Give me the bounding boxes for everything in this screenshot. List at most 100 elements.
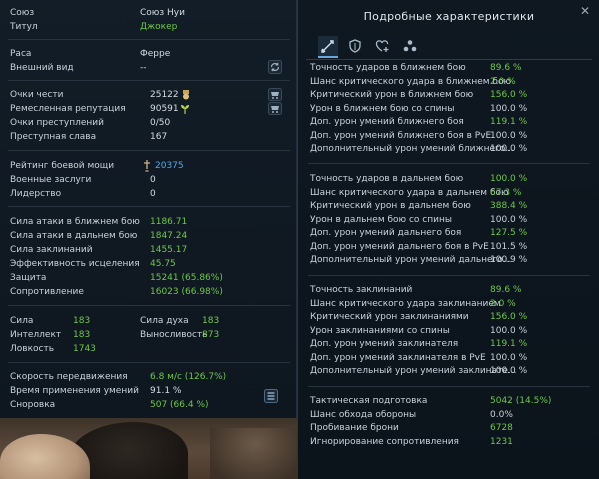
stat-value: 101.5 % <box>490 241 528 252</box>
honor-shop-icon[interactable] <box>268 88 282 101</box>
title-label: Титул <box>10 22 38 32</box>
infamy-value: 167 <box>150 132 168 142</box>
crime-label: Очки преступлений <box>10 118 104 128</box>
stat-row: Урон в дальнем бою со спины 100.0 % <box>310 214 590 228</box>
union-row: Союз Союз Нуи <box>10 7 185 19</box>
stat-label: Шанс обхода обороны <box>310 409 417 420</box>
race-label: Раса <box>10 49 32 59</box>
stat-row: Пробивание брони 6728 <box>310 422 590 436</box>
details-list-icon[interactable] <box>264 389 278 403</box>
attr-row: Ловкость 1743 <box>10 343 96 355</box>
union-value: Союз Нуи <box>140 8 185 18</box>
stat-row: Критический урон заклинаниями 156.0 % <box>310 311 590 325</box>
stat-value: 100.0 % <box>490 325 528 336</box>
stat-value: 1847.24 <box>150 231 188 241</box>
stat-row: Дополнительный урон умений дальнего... 10… <box>310 254 590 268</box>
merits-value: 0 <box>150 175 156 185</box>
title-row: Титул Джокер <box>10 21 177 33</box>
game-world-background <box>0 418 297 479</box>
appearance-row: Внешний вид -- <box>10 62 147 74</box>
stat-value: 89.6 % <box>490 285 522 295</box>
ranged-stats-group: Точность ударов в дальнем бою 100.0 % Шан… <box>310 173 590 268</box>
stat-row: Доп. урон умений ближнего боя в PvE 100.0… <box>310 130 590 144</box>
stat-label: Игнорирование сопротивления <box>310 436 459 447</box>
tab-underline <box>306 59 592 60</box>
tab-defense[interactable] <box>345 36 365 56</box>
stat-label: Дополнительный урон умений дальнего... <box>310 255 512 265</box>
stat-row: Шанс обхода обороны 0.0% <box>310 409 590 423</box>
craft-sprout-icon <box>180 104 190 114</box>
stat-label: Защита <box>10 273 47 283</box>
divider <box>8 80 290 81</box>
leadership-value: 0 <box>150 189 156 199</box>
stat-value: 5042 (14.5%) <box>490 396 552 406</box>
honor-value: 25122 <box>150 90 179 100</box>
stat-row: Точность ударов в ближнем бою 89.6 % <box>310 62 590 76</box>
stat-label: Тактическая подготовка <box>310 396 428 406</box>
stat-row: Время применения умений 91.1 % <box>10 385 181 397</box>
stat-value: 91.1 % <box>150 386 182 396</box>
stat-label: Доп. урон умений ближнего боя в PvE <box>310 130 492 141</box>
stat-value: 1186.71 <box>150 217 188 227</box>
close-button[interactable]: ✕ <box>579 4 591 18</box>
merits-label: Военные заслуги <box>10 175 92 185</box>
stat-value: 127.5 % <box>490 228 528 238</box>
stat-label: Шанс критического удара заклинанием <box>310 298 501 309</box>
craft-label: Ремесленная репутация <box>10 104 126 114</box>
crime-value: 0/50 <box>150 118 171 128</box>
stat-row: Критический урон в ближнем бою 156.0 % <box>310 89 590 103</box>
stat-label: Урон заклинаниями со спины <box>310 325 450 336</box>
attr-row: Интеллект 183 Выносливость 873 <box>10 329 290 341</box>
stat-row: Урон в ближнем бою со спины 100.0 % <box>310 103 590 117</box>
stat-value: 100.0 % <box>490 352 528 363</box>
divider <box>308 386 590 387</box>
stat-row: Дополнительный урон умений заклинате... 1… <box>310 365 590 379</box>
three-orbs-icon <box>403 40 417 52</box>
stat-row: Доп. урон умений дальнего боя 127.5 % <box>310 227 590 241</box>
stat-label: Критический урон заклинаниями <box>310 312 469 322</box>
power-value: 20375 <box>155 161 184 171</box>
stat-label: Время применения умений <box>10 386 139 396</box>
stat-row: Скорость передвижения 6.8 м/с (126.7%) <box>10 371 226 383</box>
refresh-appearance-icon[interactable] <box>268 60 282 74</box>
tab-healing[interactable] <box>372 36 392 56</box>
stat-label: Урон в ближнем бою со спины <box>310 103 455 114</box>
stat-label: Урон в дальнем бою со спины <box>310 214 452 225</box>
stat-label: Дополнительный урон умений заклинате... <box>310 366 517 376</box>
stat-label: Пробивание брони <box>310 423 399 433</box>
leadership-row: Лидерство 0 <box>10 188 156 200</box>
infamy-row: Преступная слава 167 <box>10 131 167 143</box>
stat-value: 100.9 % <box>490 255 528 265</box>
title-value[interactable]: Джокер <box>140 22 178 32</box>
stat-row: Игнорирование сопротивления 1231 <box>310 436 590 450</box>
stat-label: Доп. урон умений заклинателя в PvE <box>310 352 486 363</box>
stat-label: Сопротивление <box>10 287 84 297</box>
stat-row: Критический урон в дальнем бою 388.4 % <box>310 200 590 214</box>
stat-value: 100.0 % <box>490 366 528 376</box>
stat-row: Тактическая подготовка 5042 (14.5%) <box>310 395 590 409</box>
power-sword-icon <box>142 160 152 172</box>
stat-row: Сила заклинаний 1455.17 <box>10 244 187 256</box>
stat-label: Доп. урон умений заклинателя <box>310 339 459 349</box>
stat-row: Сила атаки в ближнем бою 1186.71 <box>10 216 187 228</box>
stat-value: 156.0 % <box>490 312 528 322</box>
stat-label: Точность ударов в ближнем бою <box>310 63 466 73</box>
divider <box>8 305 290 306</box>
tab-melee[interactable] <box>318 36 338 58</box>
tab-other[interactable] <box>400 36 420 56</box>
union-label: Союз <box>10 8 35 18</box>
stat-label: Сноровка <box>10 400 56 410</box>
stat-value: 67.3 % <box>490 187 522 198</box>
power-row: Рейтинг боевой мощи 20375 <box>10 160 184 172</box>
stat-row: Сноровка 507 (66.4 %) <box>10 399 209 411</box>
divider <box>8 39 290 40</box>
appearance-label: Внешний вид <box>10 63 74 73</box>
stat-value: 388.4 % <box>490 201 528 211</box>
power-label: Рейтинг боевой мощи <box>10 161 115 171</box>
race-value: Ферре <box>140 49 171 59</box>
craft-shop-icon[interactable] <box>268 102 282 115</box>
stat-row: Урон заклинаниями со спины 100.0 % <box>310 325 590 339</box>
stat-value: 100.0 % <box>490 214 528 225</box>
strength-label: Сила <box>10 316 34 326</box>
stat-label: Сила атаки в дальнем бою <box>10 231 138 241</box>
